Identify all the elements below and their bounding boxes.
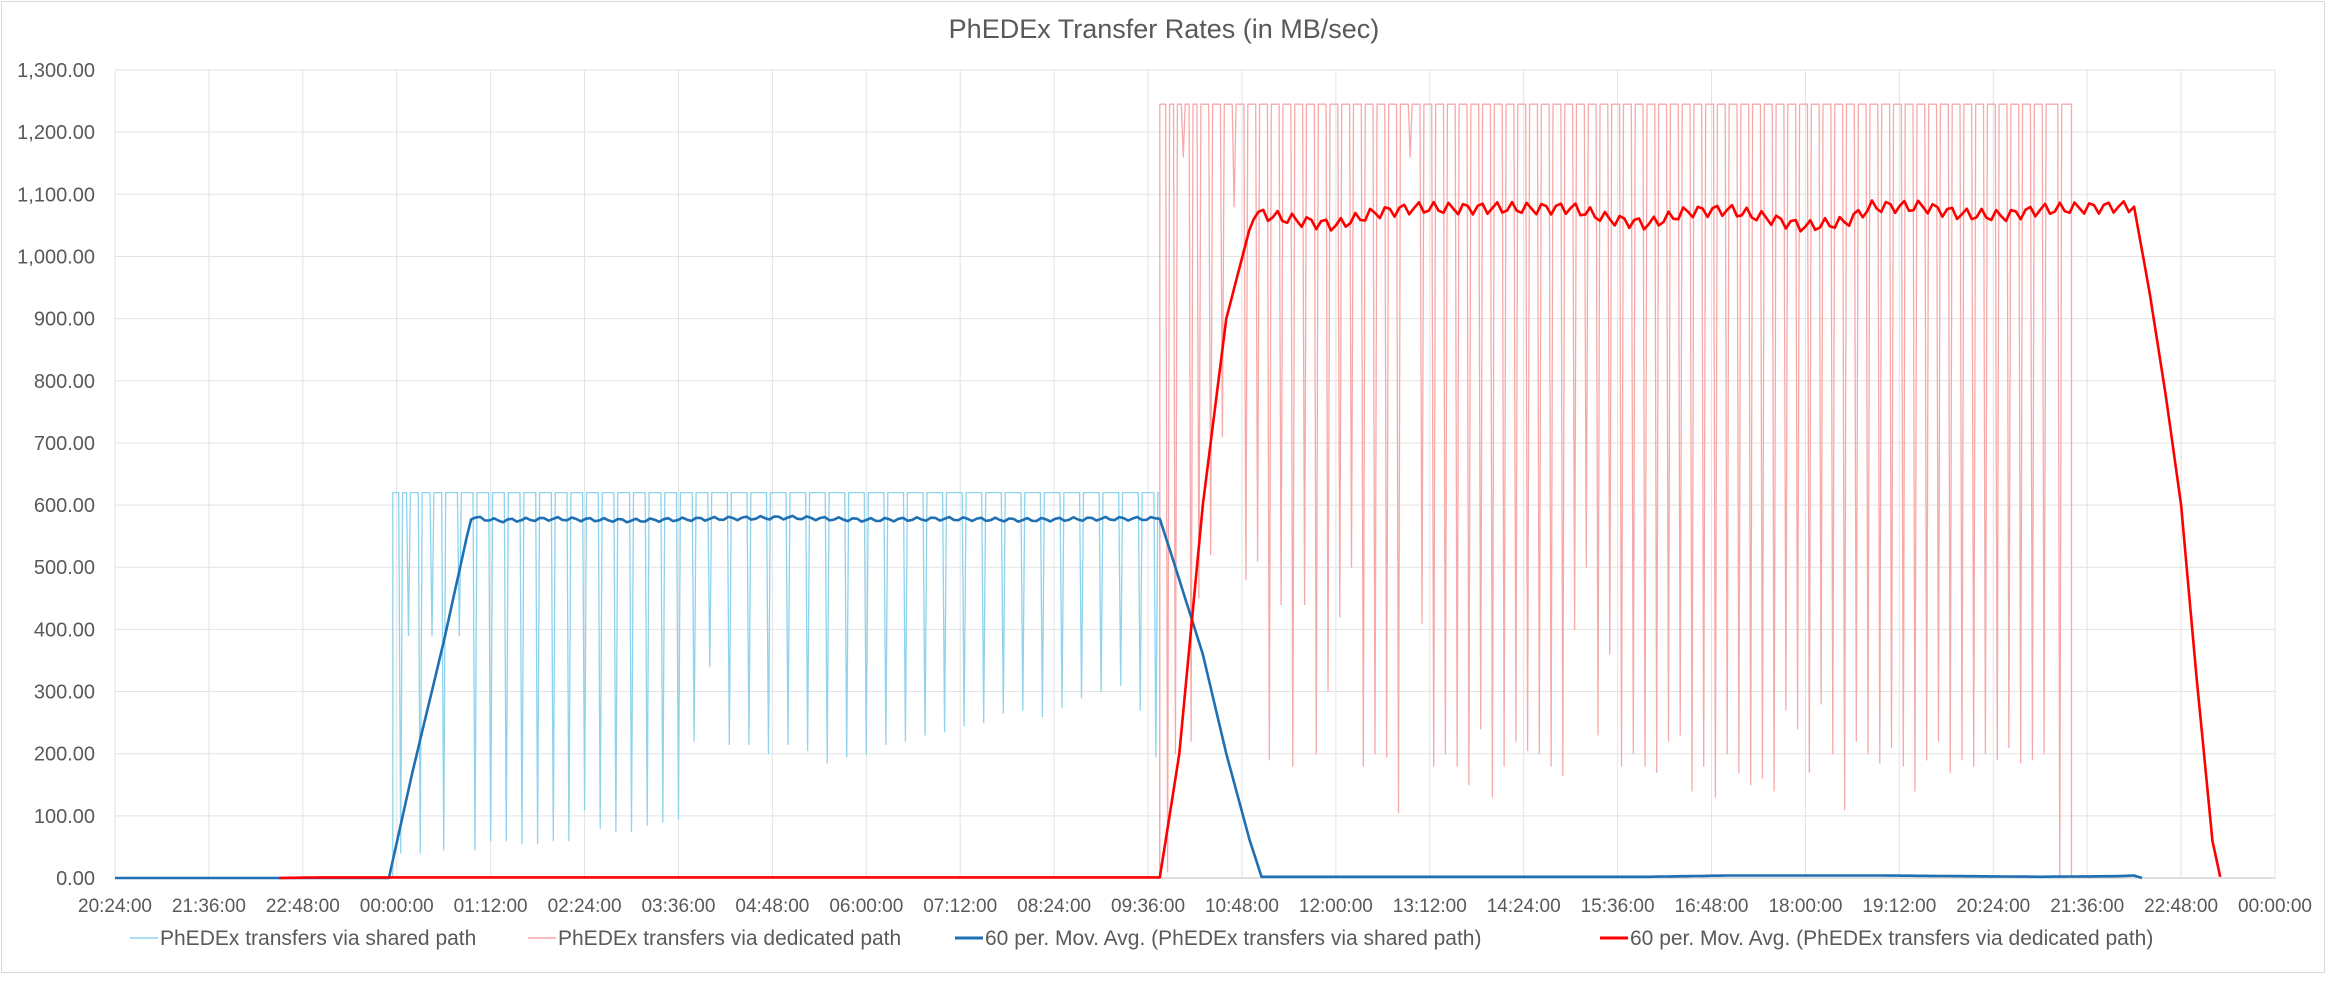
x-tick-label: 06:00:00 xyxy=(829,896,903,917)
y-tick-label: 300.00 xyxy=(34,682,95,704)
y-tick-label: 1,000.00 xyxy=(17,246,95,268)
y-tick-label: 700.00 xyxy=(34,433,95,455)
x-tick-label: 15:36:00 xyxy=(1581,896,1655,917)
x-tick-label: 01:12:00 xyxy=(454,896,528,917)
series-line-1 xyxy=(1159,103,2073,879)
y-tick-label: 0.00 xyxy=(56,868,95,890)
legend-label: PhEDEx transfers via dedicated path xyxy=(558,927,901,950)
moving-average-line-3 xyxy=(279,199,2222,880)
x-tick-label: 20:24:00 xyxy=(78,896,152,917)
x-tick-label: 21:36:00 xyxy=(172,896,246,917)
series-layer xyxy=(115,103,2222,880)
x-tick-label: 10:48:00 xyxy=(1205,896,1279,917)
y-tick-label: 400.00 xyxy=(34,619,95,641)
x-tick-label: 02:24:00 xyxy=(548,896,622,917)
x-tick-label: 04:48:00 xyxy=(735,896,809,917)
moving-average-line-2 xyxy=(115,514,2143,880)
legend-label: 60 per. Mov. Avg. (PhEDEx transfers via … xyxy=(1630,927,2153,950)
x-tick-label: 22:48:00 xyxy=(266,896,340,917)
x-tick-label: 12:00:00 xyxy=(1299,896,1373,917)
y-tick-label: 600.00 xyxy=(34,495,95,517)
x-tick-label: 14:24:00 xyxy=(1487,896,1561,917)
x-tick-label: 20:24:00 xyxy=(1956,896,2030,917)
y-tick-label: 1,300.00 xyxy=(17,60,95,82)
y-axis: 0.00 100.00 200.00 300.00 400.00 500.00 600.00… xyxy=(17,60,95,890)
y-tick-label: 1,200.00 xyxy=(17,122,95,144)
chart-title: PhEDEx Transfer Rates (in MB/sec) xyxy=(949,14,1380,44)
y-tick-label: 900.00 xyxy=(34,309,95,331)
x-axis: 20:24:00 21:36:00 22:48:00 00:00:00 01:12:00… xyxy=(78,896,2312,917)
x-tick-label: 07:12:00 xyxy=(923,896,997,917)
x-tick-label: 16:48:00 xyxy=(1675,896,1749,917)
y-tick-label: 100.00 xyxy=(34,806,95,828)
x-tick-label: 00:00:00 xyxy=(2238,896,2312,917)
legend-label: 60 per. Mov. Avg. (PhEDEx transfers via … xyxy=(985,927,1481,950)
y-tick-label: 800.00 xyxy=(34,371,95,393)
x-tick-label: 19:12:00 xyxy=(1862,896,1936,917)
x-tick-label: 21:36:00 xyxy=(2050,896,2124,917)
y-tick-label: 500.00 xyxy=(34,557,95,579)
x-tick-label: 22:48:00 xyxy=(2144,896,2218,917)
x-tick-label: 09:36:00 xyxy=(1111,896,1185,917)
x-tick-label: 03:36:00 xyxy=(641,896,715,917)
series-line-0 xyxy=(392,491,1161,878)
x-tick-label: 08:24:00 xyxy=(1017,896,1091,917)
x-tick-label: 00:00:00 xyxy=(360,896,434,917)
y-tick-label: 1,100.00 xyxy=(17,184,95,206)
y-tick-label: 200.00 xyxy=(34,744,95,766)
x-tick-label: 18:00:00 xyxy=(1768,896,1842,917)
legend-label: PhEDEx transfers via shared path xyxy=(160,927,476,950)
legend: PhEDEx transfers via shared path PhEDEx t… xyxy=(130,927,2153,950)
x-tick-label: 13:12:00 xyxy=(1393,896,1467,917)
